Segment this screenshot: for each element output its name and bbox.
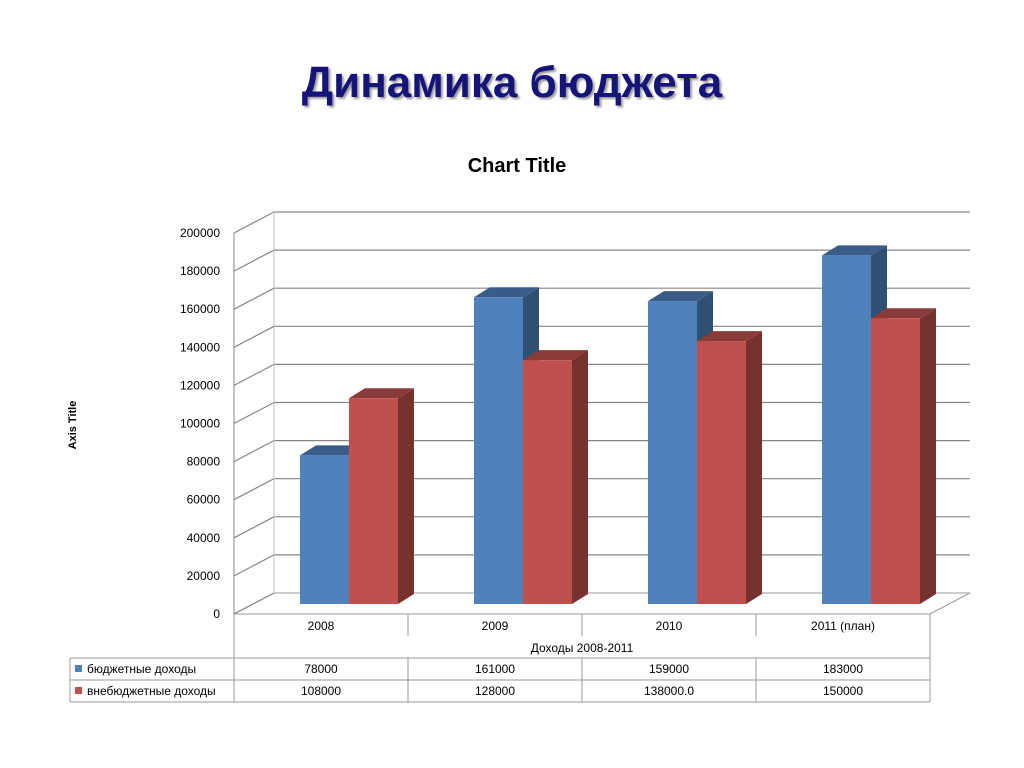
bar-side <box>572 350 588 604</box>
data-label: 138000.0 <box>644 684 694 698</box>
gridline-side <box>233 516 275 539</box>
bar-extrabudget-2011 (план) <box>871 308 936 604</box>
gridline-side <box>233 478 275 501</box>
y-tick-label: 140000 <box>180 340 220 354</box>
y-axis-title: Axis Title <box>67 401 79 450</box>
gridline-side <box>233 401 275 425</box>
gridline-side <box>233 287 275 310</box>
data-label: 128000 <box>475 684 515 698</box>
x-tick-label: 2010 <box>656 619 683 633</box>
bar-top <box>648 291 713 302</box>
gridline-side <box>233 249 275 272</box>
gridline-side <box>233 211 275 234</box>
bar-front <box>474 297 523 604</box>
gridline-side <box>233 592 275 615</box>
y-tick-label: 20000 <box>187 569 221 583</box>
bar-top <box>697 331 762 342</box>
bar-front <box>648 301 697 604</box>
slide-title: Динамика бюджета <box>301 58 723 107</box>
plot-area: 0 20000 40000 60000 80000 100000 120000 140000 1… <box>180 211 971 621</box>
bar-extrabudget-2009 <box>523 350 588 604</box>
legend-label: внебюджетные доходы <box>87 684 216 698</box>
x-axis-title: Доходы 2008-2011 <box>531 641 634 655</box>
y-tick-label: 0 <box>213 607 220 621</box>
chart-title: Chart Title <box>468 155 567 177</box>
data-label: 161000 <box>475 662 515 676</box>
y-tick-label: 80000 <box>187 455 221 469</box>
data-table: 2008 2009 2010 2011 (план) Доходы 2008-2011 б… <box>69 614 931 703</box>
y-tick-label: 160000 <box>180 302 220 316</box>
y-tick-label: 200000 <box>180 226 220 240</box>
bar-front <box>822 255 871 604</box>
gridline-side <box>233 440 275 463</box>
gridline-side <box>233 554 275 577</box>
y-tick-label: 100000 <box>180 417 220 431</box>
bar-front <box>349 398 398 604</box>
bar-top <box>871 308 936 319</box>
bar-side <box>398 388 414 604</box>
bar-front <box>300 455 349 604</box>
bar-side <box>920 308 936 604</box>
y-tick-label: 40000 <box>187 531 221 545</box>
data-label: 150000 <box>823 684 863 698</box>
data-label: 159000 <box>649 662 689 676</box>
x-tick-label: 2009 <box>482 619 509 633</box>
bar-extrabudget-2008 <box>349 388 414 604</box>
bar-top <box>349 388 414 399</box>
data-label: 183000 <box>823 662 863 676</box>
bar-front <box>871 318 920 604</box>
bar-side <box>746 331 762 604</box>
x-tick-label: 2011 (план) <box>811 619 875 633</box>
bar-front <box>697 341 746 604</box>
bar-top <box>523 350 588 361</box>
data-label: 108000 <box>301 684 341 698</box>
x-tick-label: 2008 <box>308 619 335 633</box>
bar-front <box>523 360 572 604</box>
y-tick-label: 60000 <box>187 493 221 507</box>
bar-top <box>822 245 887 256</box>
legend-swatch <box>75 665 82 672</box>
legend-swatch <box>75 687 82 694</box>
legend-label: бюджетные доходы <box>87 662 196 676</box>
gridline-side <box>233 363 275 386</box>
y-tick-label: 120000 <box>180 378 220 392</box>
gridline-side <box>233 325 275 348</box>
bar-top <box>300 445 365 456</box>
data-label: 78000 <box>304 662 338 676</box>
bar-extrabudget-2010 <box>697 331 762 604</box>
y-tick-label: 180000 <box>180 264 220 278</box>
bar-top <box>474 287 539 298</box>
